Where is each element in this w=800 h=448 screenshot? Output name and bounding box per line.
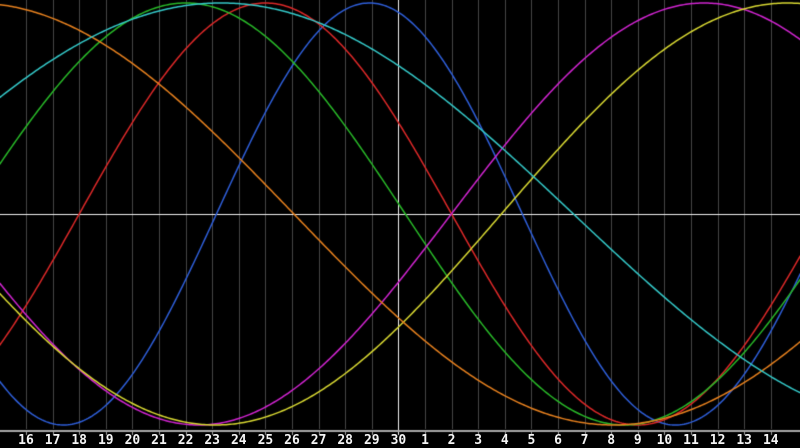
day-label: 16: [18, 433, 34, 448]
day-label: 8: [607, 433, 616, 448]
day-label: 22: [177, 433, 194, 448]
day-label: 10: [656, 433, 673, 448]
day-label: 23: [204, 433, 221, 448]
day-label: 6: [554, 433, 562, 448]
day-label: 14: [762, 433, 779, 448]
day-label: 17: [44, 433, 61, 448]
day-label: 3: [474, 433, 483, 448]
day-label: 25: [257, 433, 274, 448]
day-label: 26: [284, 433, 300, 448]
day-label: 30: [390, 433, 407, 448]
day-label: 29: [363, 433, 380, 448]
day-label: 4: [500, 433, 509, 448]
day-label: 5: [527, 433, 536, 448]
day-label: 19: [97, 433, 114, 448]
day-label: 20: [124, 433, 141, 448]
day-label: 2: [447, 433, 456, 448]
day-label: 21: [151, 433, 167, 448]
day-label: 1: [421, 433, 429, 448]
day-label: 27: [310, 433, 327, 448]
day-label: 13: [736, 433, 753, 448]
day-label: 18: [71, 433, 88, 448]
day-label: 7: [580, 433, 589, 448]
day-label: 24: [230, 433, 247, 448]
day-label: 11: [683, 433, 699, 448]
day-label: 28: [337, 433, 354, 448]
day-label: 9: [633, 433, 642, 448]
day-label: 12: [709, 433, 726, 448]
